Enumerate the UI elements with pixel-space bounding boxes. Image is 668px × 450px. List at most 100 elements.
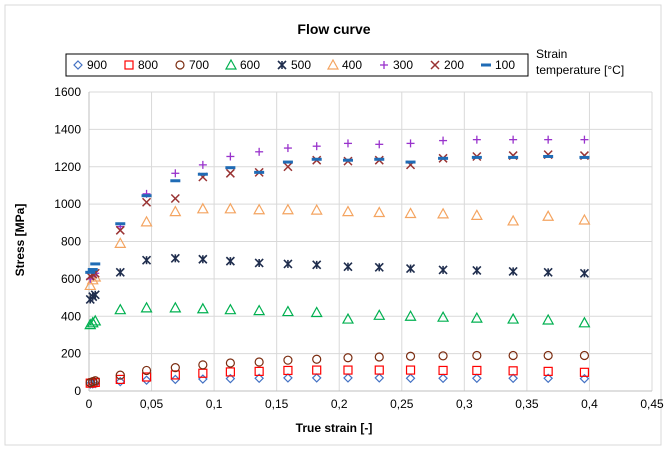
point-400 xyxy=(470,209,483,220)
point-900 xyxy=(283,373,293,383)
point-700 xyxy=(543,350,553,361)
point-800 xyxy=(170,370,180,380)
point-700 xyxy=(141,365,152,376)
legend-label-500: 500 xyxy=(291,58,311,72)
point-400 xyxy=(169,205,182,217)
point-700 xyxy=(508,350,518,361)
x-tick-label: 0,3 xyxy=(456,397,473,411)
point-800 xyxy=(374,365,384,375)
point-600 xyxy=(169,301,182,313)
series-900 xyxy=(85,373,590,389)
y-tick-label: 200 xyxy=(61,347,81,361)
point-600 xyxy=(253,304,266,316)
x-tick-label: 0,15 xyxy=(265,397,289,411)
chart-title: Flow curve xyxy=(297,21,370,37)
point-500 xyxy=(115,267,125,277)
point-900 xyxy=(579,373,590,384)
point-400 xyxy=(140,215,153,227)
y-tick-label: 1000 xyxy=(54,197,81,211)
point-700 xyxy=(115,370,125,380)
point-200 xyxy=(115,225,125,235)
point-800 xyxy=(141,372,152,382)
point-900 xyxy=(254,373,264,384)
point-200 xyxy=(283,162,293,172)
legend-marker-700 xyxy=(175,60,185,70)
point-900 xyxy=(115,376,126,387)
point-300 xyxy=(472,135,481,144)
point-500 xyxy=(90,290,100,300)
x-tick-label: 0,35 xyxy=(515,397,539,411)
point-600 xyxy=(373,309,386,320)
x-tick-label: 0,4 xyxy=(581,397,598,411)
legend-marker-300 xyxy=(380,61,388,69)
legend-label-300: 300 xyxy=(393,58,413,72)
point-900 xyxy=(225,373,236,384)
point-600 xyxy=(86,316,99,328)
point-400 xyxy=(507,214,520,226)
point-600 xyxy=(114,303,127,315)
point-500 xyxy=(170,253,180,263)
legend-label-400: 400 xyxy=(342,58,362,72)
point-200 xyxy=(170,193,180,204)
point-800 xyxy=(438,365,448,376)
point-500 xyxy=(405,264,416,274)
legend-label-100: 100 xyxy=(495,58,515,72)
y-tick-label: 400 xyxy=(61,309,81,323)
point-900 xyxy=(471,373,482,384)
series-400 xyxy=(84,202,591,291)
x-tick-label: 0,45 xyxy=(640,397,664,411)
point-600 xyxy=(224,303,237,315)
point-900 xyxy=(170,374,181,385)
point-300 xyxy=(171,169,180,178)
point-600 xyxy=(578,316,591,328)
legend-title-line-1: Strain xyxy=(536,47,567,61)
point-700 xyxy=(438,351,448,361)
point-400 xyxy=(341,205,354,217)
point-900 xyxy=(508,373,518,384)
point-900 xyxy=(343,373,353,383)
y-tick-label: 1600 xyxy=(54,85,81,99)
legend-marker-900 xyxy=(73,60,83,70)
point-300 xyxy=(375,140,384,149)
point-800 xyxy=(254,366,264,376)
point-600 xyxy=(507,312,520,324)
series-700 xyxy=(85,350,590,388)
gridlines xyxy=(89,91,653,391)
point-600 xyxy=(281,305,294,317)
point-800 xyxy=(283,365,293,376)
point-700 xyxy=(343,353,353,363)
y-tick-label: 1400 xyxy=(54,122,81,136)
point-900 xyxy=(87,379,98,389)
point-500 xyxy=(472,265,482,276)
point-900 xyxy=(311,373,322,383)
point-700 xyxy=(225,358,235,368)
point-500 xyxy=(312,260,322,270)
point-600 xyxy=(310,306,323,318)
point-500 xyxy=(579,268,590,278)
point-400 xyxy=(224,202,237,214)
legend: 900 800 700 600 500 400 300 200 100 Strain tempe… xyxy=(65,47,624,77)
point-800 xyxy=(472,365,482,376)
legend-marker-800 xyxy=(124,60,134,70)
y-tick-label: 800 xyxy=(61,235,81,249)
point-400 xyxy=(373,206,386,218)
y-axis-label: Stress [MPa] xyxy=(13,204,27,277)
point-300 xyxy=(580,135,589,144)
point-200 xyxy=(142,197,152,207)
legend-title-line-2: temperature [°C] xyxy=(536,63,624,77)
point-600 xyxy=(140,301,153,313)
point-300 xyxy=(312,142,321,151)
x-tick-label: 0,2 xyxy=(331,397,348,411)
point-600 xyxy=(84,318,97,330)
point-800 xyxy=(579,367,590,377)
point-300 xyxy=(283,144,292,153)
point-400 xyxy=(114,237,127,248)
point-500 xyxy=(198,254,208,264)
point-700 xyxy=(405,351,416,361)
series-500 xyxy=(85,253,590,304)
point-500 xyxy=(283,259,293,269)
point-800 xyxy=(115,374,125,385)
legend-marker-200 xyxy=(430,60,440,70)
point-900 xyxy=(141,375,152,386)
